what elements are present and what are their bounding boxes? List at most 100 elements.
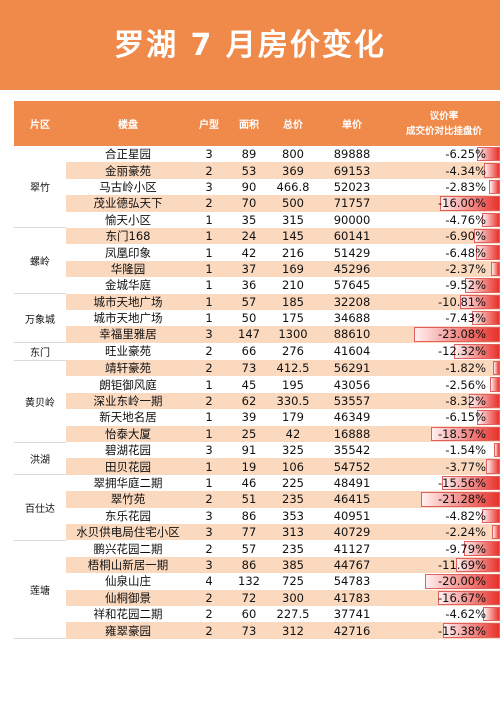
table-row: 洪湖 碧湖花园 3 91 325 35542 -1.54%	[14, 442, 500, 476]
rate-value: -20.00%	[438, 574, 486, 589]
rate-cell: -12.32%	[388, 342, 500, 361]
rate-cell: -15.38%	[388, 622, 500, 639]
table-row: 茂业德弘天下 2 70 500 71757 -16.00%	[14, 195, 500, 212]
table-row: 仙泉山庄 4 132 725 54783 -20.00%	[14, 573, 500, 590]
layout-cell: 1	[190, 474, 228, 492]
area-cell: 66	[228, 342, 270, 361]
table-row: 怡泰大厦 1 25 42 16888 -18.57%	[14, 425, 500, 443]
unit-price-cell: 41604	[316, 342, 388, 361]
unit-price-cell: 54752	[316, 458, 388, 475]
total-price-cell: 145	[270, 227, 316, 245]
layout-cell: 3	[190, 178, 228, 196]
rate-value: -1.54%	[445, 443, 486, 458]
district-cell: 黄贝岭	[14, 360, 66, 443]
area-cell: 24	[228, 227, 270, 245]
header-estate: 楼盘	[66, 101, 190, 146]
area-cell: 73	[228, 622, 270, 639]
unit-price-cell: 57645	[316, 277, 388, 294]
rate-cell: -16.67%	[388, 589, 500, 606]
estate-cell: 怡泰大厦	[66, 425, 190, 443]
rate-cell: -3.77%	[388, 458, 500, 475]
rate-cell: -9.79%	[388, 540, 500, 557]
area-cell: 91	[228, 442, 270, 459]
rate-cell: -4.62%	[388, 605, 500, 623]
layout-cell: 4	[190, 573, 228, 590]
table-row: 金城华庭 1 36 210 57645 -9.52%	[14, 277, 500, 294]
area-cell: 57	[228, 540, 270, 557]
header-rate-line1: 议价率	[429, 110, 459, 122]
estate-cell: 祥和花园二期	[66, 605, 190, 623]
total-price-cell: 312	[270, 622, 316, 639]
estate-cell: 金城华庭	[66, 277, 190, 294]
area-cell: 37	[228, 260, 270, 278]
rate-value: -1.82%	[445, 361, 486, 376]
total-price-cell: 466.8	[270, 178, 316, 196]
table-row: 翠竹 合正星园 3 89 800 89888 -6.25%	[14, 146, 500, 229]
rate-cell: -4.82%	[388, 507, 500, 524]
unit-price-cell: 34688	[316, 309, 388, 327]
rate-cell: -1.54%	[388, 442, 500, 459]
rate-cell: -4.76%	[388, 211, 500, 228]
table-row: 东乐花园 3 86 353 40951 -4.82%	[14, 507, 500, 524]
estate-cell: 梧桐山新居一期	[66, 556, 190, 574]
layout-cell: 1	[190, 260, 228, 278]
estate-cell: 金丽豪苑	[66, 162, 190, 179]
rate-cell: -6.15%	[388, 409, 500, 426]
layout-cell: 2	[190, 162, 228, 179]
layout-cell: 2	[190, 342, 228, 361]
estate-cell: 靖轩豪苑	[66, 360, 190, 377]
total-price-cell: 725	[270, 573, 316, 590]
estate-cell: 合正星园	[66, 146, 190, 163]
unit-price-cell: 52023	[316, 178, 388, 196]
rate-bar	[491, 261, 500, 277]
rate-bar	[490, 377, 500, 392]
unit-price-cell: 35542	[316, 442, 388, 459]
total-price-cell: 330.5	[270, 392, 316, 410]
price-table-container: 片区 楼盘 户型 面积 总价 单价 议价率 成交价对比挂盘价 翠竹 合正星园 3 89 8…	[14, 101, 500, 721]
table-row: 百仕达 翠拥华庭二期 1 46 225 48491 -15.56%	[14, 474, 500, 541]
rate-value: -2.83%	[445, 179, 486, 194]
total-price-cell: 235	[270, 491, 316, 508]
area-cell: 60	[228, 605, 270, 623]
rate-value: -9.79%	[445, 541, 486, 556]
area-cell: 70	[228, 195, 270, 212]
title-banner: 罗湖 7 月房价变化	[0, 0, 500, 90]
layout-cell: 3	[190, 507, 228, 524]
area-cell: 73	[228, 360, 270, 377]
layout-cell: 3	[190, 523, 228, 541]
estate-cell: 城市天地广场	[66, 309, 190, 327]
rate-value: -3.77%	[445, 459, 486, 474]
layout-cell: 3	[190, 326, 228, 343]
total-price-cell: 313	[270, 523, 316, 541]
table-row: 金丽豪苑 2 53 369 69153 -4.34%	[14, 162, 500, 179]
price-table: 片区 楼盘 户型 面积 总价 单价 议价率 成交价对比挂盘价 翠竹 合正星园 3 89 8…	[14, 101, 500, 640]
area-cell: 51	[228, 491, 270, 508]
rate-value: -2.37%	[445, 261, 486, 276]
total-price-cell: 369	[270, 162, 316, 179]
table-row: 黄贝岭 靖轩豪苑 2 73 412.5 56291 -1.82%	[14, 360, 500, 443]
layout-cell: 1	[190, 425, 228, 443]
table-row: 幸福里雅居 3 147 1300 88610 -23.08%	[14, 326, 500, 343]
rate-cell: -9.52%	[388, 277, 500, 294]
area-cell: 36	[228, 277, 270, 294]
header-rate: 议价率 成交价对比挂盘价	[388, 101, 500, 146]
layout-cell: 1	[190, 244, 228, 261]
layout-cell: 3	[190, 442, 228, 459]
total-price-cell: 106	[270, 458, 316, 475]
total-price-cell: 195	[270, 376, 316, 393]
rate-value: -15.56%	[438, 476, 486, 490]
table-header-row: 片区 楼盘 户型 面积 总价 单价 议价率 成交价对比挂盘价	[14, 101, 500, 146]
rate-value: -18.57%	[438, 426, 486, 441]
rate-bar	[492, 524, 500, 540]
estate-cell: 雍翠豪园	[66, 622, 190, 639]
header-district: 片区	[14, 101, 66, 146]
total-price-cell: 210	[270, 277, 316, 294]
layout-cell: 1	[190, 277, 228, 294]
rate-cell: -6.48%	[388, 244, 500, 261]
layout-cell: 2	[190, 589, 228, 606]
estate-cell: 凤凰印象	[66, 244, 190, 261]
table-row: 梧桐山新居一期 3 86 385 44767 -11.69%	[14, 556, 500, 574]
district-cell: 东门	[14, 342, 66, 361]
rate-value: -21.28%	[438, 492, 486, 507]
estate-cell: 水贝供电局住宅小区	[66, 523, 190, 541]
